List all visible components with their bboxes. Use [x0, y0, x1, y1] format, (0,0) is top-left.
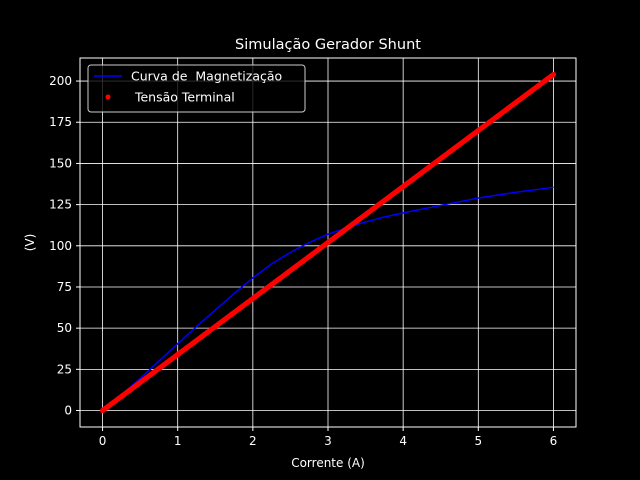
legend: Curva de Magnetização Tensão Terminal [87, 64, 306, 113]
y-axis-title: (V) [23, 234, 37, 252]
x-tick-label: 6 [550, 434, 558, 448]
x-tick-label: 3 [324, 434, 332, 448]
y-tick-label: 200 [49, 74, 72, 88]
scatter-point [550, 71, 557, 78]
legend-label-terminal: Tensão Terminal [131, 90, 235, 105]
legend-box [87, 64, 306, 113]
series-layer [99, 71, 557, 414]
y-axis: 0 25 50 75 100 125 150 175 200 [49, 74, 80, 418]
x-tick-label: 0 [99, 434, 107, 448]
y-tick-label: 50 [57, 321, 72, 335]
legend-swatch-terminal [105, 94, 111, 100]
x-axis: 0 1 2 3 4 5 6 [99, 427, 558, 448]
y-tick-label: 150 [49, 156, 72, 170]
x-tick-label: 2 [249, 434, 257, 448]
legend-label-magnetization: Curva de Magnetização [131, 69, 282, 84]
y-tick-label: 125 [49, 198, 72, 212]
y-tick-label: 75 [57, 280, 72, 294]
x-tick-label: 1 [174, 434, 182, 448]
chart-title: Simulação Gerador Shunt [235, 37, 421, 53]
y-tick-label: 100 [49, 239, 72, 253]
x-tick-label: 4 [399, 434, 407, 448]
grid [80, 58, 576, 427]
x-axis-title: Corrente (A) [291, 456, 365, 470]
series-line-magnetization [102, 186, 554, 412]
y-tick-label: 0 [64, 404, 72, 418]
series-scatter-terminal [99, 71, 557, 414]
x-tick-label: 5 [474, 434, 482, 448]
y-tick-label: 175 [49, 115, 72, 129]
y-tick-label: 25 [57, 362, 72, 376]
